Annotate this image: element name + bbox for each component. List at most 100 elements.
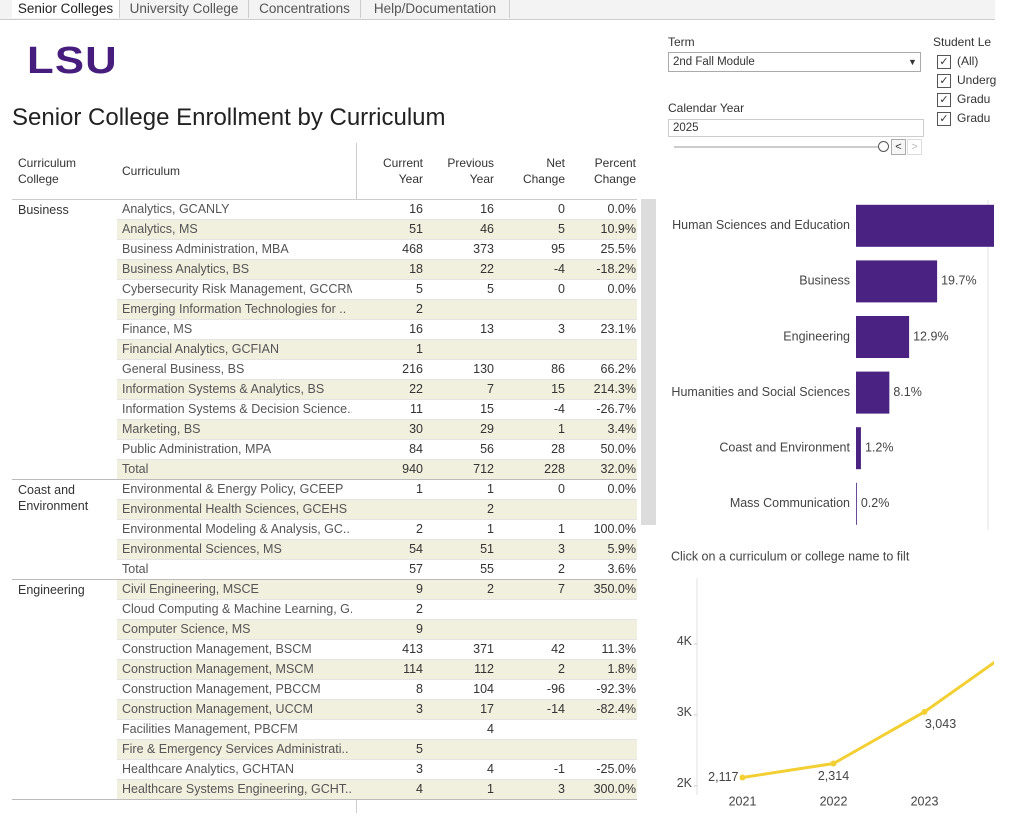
tab[interactable]: Concentrations bbox=[249, 0, 361, 18]
logo: LSU bbox=[27, 40, 118, 82]
curriculum[interactable]: Computer Science, MS bbox=[122, 622, 251, 636]
cell: 0.0% bbox=[607, 202, 637, 216]
curriculum[interactable]: Business Analytics, BS bbox=[122, 262, 250, 276]
row-bg bbox=[117, 540, 637, 560]
curriculum[interactable]: Civil Engineering, MSCE bbox=[122, 582, 259, 596]
curriculum[interactable]: Environmental Sciences, MS bbox=[122, 542, 282, 556]
checkbox[interactable]: ✓ bbox=[937, 55, 951, 69]
checkbox-label[interactable]: Underg bbox=[957, 73, 997, 87]
curriculum[interactable]: Marketing, BS bbox=[122, 422, 201, 436]
curriculum[interactable]: Healthcare Systems Engineering, GCHT.. bbox=[122, 782, 352, 796]
row-bg bbox=[117, 320, 637, 340]
cell: 1 bbox=[558, 422, 565, 436]
tab[interactable]: Senior Colleges bbox=[12, 0, 120, 18]
row-bg bbox=[117, 400, 637, 420]
curriculum[interactable]: Environmental & Energy Policy, GCEEP bbox=[122, 482, 344, 496]
cell: -96 bbox=[546, 682, 565, 696]
cell: 9 bbox=[416, 622, 423, 636]
row-bg bbox=[117, 360, 637, 380]
cell: 7 bbox=[558, 582, 565, 596]
curriculum[interactable]: Public Administration, MPA bbox=[122, 442, 272, 456]
slider-prev[interactable]: < bbox=[891, 139, 906, 155]
curriculum[interactable]: Construction Management, UCCM bbox=[122, 702, 314, 716]
cell: 95 bbox=[551, 242, 565, 256]
cell: 5 bbox=[558, 222, 565, 236]
checkbox-label[interactable]: (All) bbox=[957, 54, 979, 68]
tab[interactable]: Help/Documentation bbox=[361, 0, 510, 18]
checkbox[interactable]: ✓ bbox=[937, 74, 951, 88]
slider-handle[interactable] bbox=[878, 141, 889, 152]
college-name[interactable]: Engineering bbox=[18, 583, 85, 597]
checkbox[interactable]: ✓ bbox=[937, 93, 951, 107]
curriculum[interactable]: General Business, BS bbox=[122, 362, 245, 376]
curriculum[interactable]: Environmental Health Sciences, GCEHS bbox=[122, 502, 348, 516]
cell: 1 bbox=[416, 342, 423, 356]
value-label: 0.2% bbox=[861, 496, 890, 510]
curriculum[interactable]: Total bbox=[122, 462, 149, 476]
cell: -82.4% bbox=[596, 702, 636, 716]
cell: 413 bbox=[402, 642, 423, 656]
curriculum[interactable]: Cloud Computing & Machine Learning, G.. bbox=[122, 602, 352, 616]
cell: 2 bbox=[416, 302, 423, 316]
cell: 32.0% bbox=[600, 462, 636, 476]
cell: 50.0% bbox=[600, 442, 636, 456]
row-bg bbox=[117, 280, 637, 300]
checkbox[interactable]: ✓ bbox=[937, 112, 951, 126]
dropdown[interactable]: 2nd Fall Module bbox=[668, 52, 921, 72]
cell: 15 bbox=[551, 382, 565, 396]
curriculum[interactable]: Construction Management, PBCCM bbox=[122, 682, 321, 696]
row-bg bbox=[117, 640, 637, 660]
cell: -4 bbox=[553, 262, 565, 276]
college-name[interactable]: Coast and Environment bbox=[18, 483, 89, 513]
cell: 5 bbox=[416, 742, 423, 756]
y-tick-label: 3K bbox=[677, 705, 693, 719]
cell: 3 bbox=[558, 542, 565, 556]
cell: 28 bbox=[551, 442, 565, 456]
curriculum[interactable]: Financial Analytics, GCFIAN bbox=[122, 342, 279, 356]
curriculum[interactable]: Construction Management, BSCM bbox=[122, 642, 312, 656]
cell: 13 bbox=[480, 322, 494, 336]
curriculum[interactable]: Analytics, GCANLY bbox=[122, 202, 230, 216]
curriculum[interactable]: Fire & Emergency Services Administrati.. bbox=[122, 742, 349, 756]
curriculum[interactable]: Total bbox=[122, 562, 149, 576]
cell: 2 bbox=[487, 502, 494, 516]
value-label: 1.2% bbox=[865, 440, 894, 454]
row-bg bbox=[117, 440, 637, 460]
cell: -1 bbox=[553, 762, 565, 776]
checkbox-label[interactable]: Gradu bbox=[957, 111, 991, 125]
cell: 4 bbox=[416, 782, 423, 796]
tab[interactable]: University College bbox=[120, 0, 249, 18]
column-header: Current Year bbox=[382, 156, 423, 186]
x-tick-label: 2021 bbox=[729, 794, 757, 808]
checkbox-label[interactable]: Gradu bbox=[957, 92, 991, 106]
year-input[interactable]: 2025 bbox=[668, 119, 924, 137]
slider-next[interactable]: > bbox=[907, 139, 922, 155]
header-rule bbox=[12, 199, 637, 200]
x-tick-label: 2022 bbox=[820, 794, 848, 808]
scrollbar[interactable] bbox=[641, 199, 656, 525]
category-label: Humanities and Social Sciences bbox=[671, 385, 850, 399]
cell: -18.2% bbox=[596, 262, 636, 276]
cell: 940 bbox=[402, 462, 423, 476]
curriculum[interactable]: Healthcare Analytics, GCHTAN bbox=[122, 762, 295, 776]
cell: 9 bbox=[416, 582, 423, 596]
cell: 16 bbox=[480, 202, 494, 216]
curriculum[interactable]: Information Systems & Analytics, BS bbox=[122, 382, 325, 396]
curriculum[interactable]: Business Administration, MBA bbox=[122, 242, 289, 256]
row-bg bbox=[117, 420, 637, 440]
cell: 5 bbox=[487, 282, 494, 296]
x-tick-label: 2023 bbox=[911, 794, 939, 808]
college-name[interactable]: Business bbox=[18, 203, 69, 217]
curriculum[interactable]: Emerging Information Technologies for .. bbox=[122, 302, 347, 316]
cell: 15 bbox=[480, 402, 494, 416]
category-label: Engineering bbox=[783, 329, 850, 343]
curriculum[interactable]: Facilities Management, PBCFM bbox=[122, 722, 298, 736]
curriculum[interactable]: Cybersecurity Risk Management, GCCRM bbox=[122, 282, 352, 296]
curriculum[interactable]: Environmental Modeling & Analysis, GC.. bbox=[122, 522, 350, 536]
curriculum[interactable]: Analytics, MS bbox=[122, 222, 198, 236]
point bbox=[830, 760, 837, 767]
curriculum[interactable]: Finance, MS bbox=[122, 322, 193, 336]
curriculum[interactable]: Construction Management, MSCM bbox=[122, 662, 314, 676]
curriculum[interactable]: Information Systems & Decision Science.. bbox=[122, 402, 352, 416]
cell: 1 bbox=[558, 522, 565, 536]
